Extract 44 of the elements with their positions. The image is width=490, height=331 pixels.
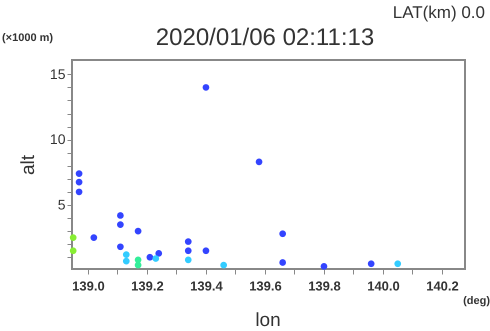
point: [184, 247, 192, 254]
point: [76, 188, 82, 196]
point: [134, 256, 142, 264]
point: [279, 259, 286, 266]
x-axis-title: lon: [255, 310, 281, 331]
point: [117, 243, 124, 250]
point: [70, 247, 77, 254]
point: [394, 260, 402, 268]
x-tick-label: 139.2: [131, 278, 164, 294]
text: LAT(km) 0.0: [392, 3, 485, 22]
point: [368, 260, 375, 268]
y-tick-label: 15: [50, 66, 66, 82]
point: [256, 158, 262, 166]
point: [122, 251, 130, 258]
x-tick-label: 139.8: [308, 278, 341, 294]
point: [184, 238, 192, 245]
y-tick-label: 5: [58, 196, 66, 212]
y-tick-label: 10: [50, 131, 66, 148]
point: [202, 247, 210, 254]
point: [152, 255, 160, 262]
point: [155, 250, 162, 257]
point: [76, 178, 82, 186]
point: [117, 212, 124, 219]
point: [202, 84, 210, 91]
x-tick-label: 139.4: [190, 278, 224, 294]
point: [279, 230, 286, 238]
point: [122, 258, 130, 265]
x-tick-label: 139.0: [72, 278, 105, 294]
point: [90, 234, 98, 241]
text: (×1000 m): [2, 32, 54, 44]
x-tick-label: 140.2: [426, 278, 459, 294]
chart-title: 2020/01/06 02:11:13: [156, 24, 374, 51]
x-tick-label: 139.6: [249, 278, 282, 294]
point: [320, 263, 328, 270]
point: [220, 262, 228, 268]
text: (deg): [463, 295, 490, 307]
x-tick-label: 140.0: [367, 278, 400, 294]
point: [70, 234, 77, 241]
point: [146, 254, 154, 261]
point: [184, 256, 192, 264]
y-axis-title: alt: [18, 154, 39, 176]
point: [134, 228, 142, 234]
point: [117, 221, 124, 228]
point: [76, 170, 82, 177]
